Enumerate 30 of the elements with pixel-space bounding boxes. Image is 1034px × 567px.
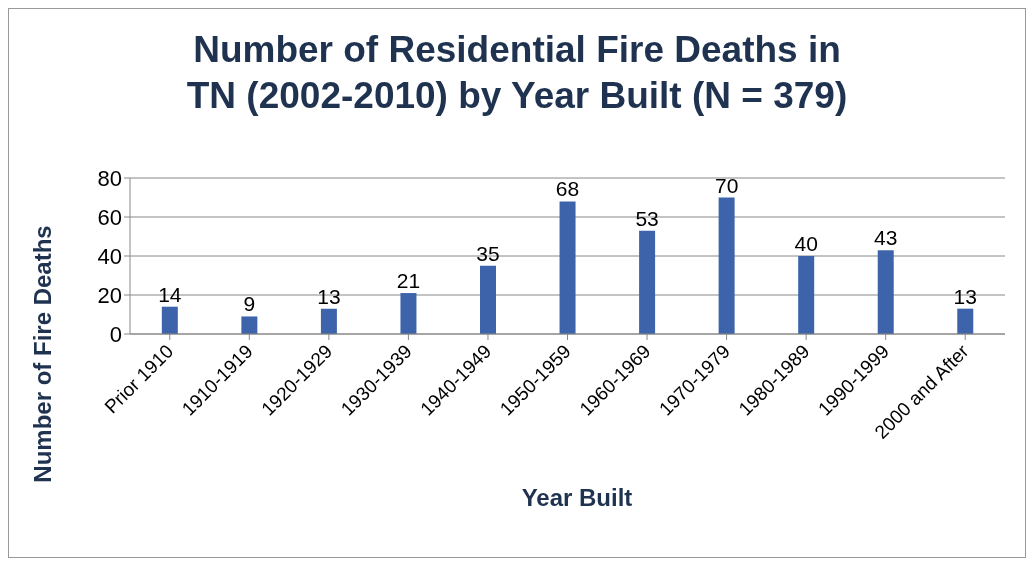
data-label: 13 — [317, 284, 341, 308]
y-tick-label: 20 — [97, 282, 122, 308]
bar — [639, 230, 656, 334]
bar — [161, 306, 178, 334]
data-label: 70 — [714, 173, 739, 197]
data-label: 14 — [158, 282, 182, 306]
data-label: 35 — [476, 241, 500, 265]
y-tick-label: 80 — [97, 165, 122, 191]
bar — [241, 316, 258, 334]
x-axis-title: Year Built — [520, 484, 634, 512]
y-tick-label: 40 — [97, 243, 122, 269]
data-label: 53 — [635, 206, 659, 230]
bar — [559, 201, 576, 334]
data-label: 13 — [953, 284, 977, 308]
data-label: 68 — [555, 177, 580, 201]
bar — [400, 293, 417, 334]
data-label: 9 — [243, 292, 256, 316]
bar — [320, 308, 337, 334]
data-label: 21 — [396, 269, 421, 293]
data-label: 40 — [794, 232, 818, 255]
y-axis-title: Number of Fire Deaths — [29, 225, 57, 483]
bar — [480, 265, 496, 334]
bar — [798, 256, 815, 334]
bar — [957, 308, 974, 334]
chart-title: Number of Residential Fire Deaths in TN (2002-2010) by Year Built (N = 379) — [185, 28, 849, 119]
y-tick-label: 0 — [109, 321, 122, 347]
bar — [718, 197, 735, 334]
bar — [877, 250, 894, 334]
y-tick-label: 60 — [97, 204, 122, 230]
data-label: 43 — [874, 226, 898, 250]
